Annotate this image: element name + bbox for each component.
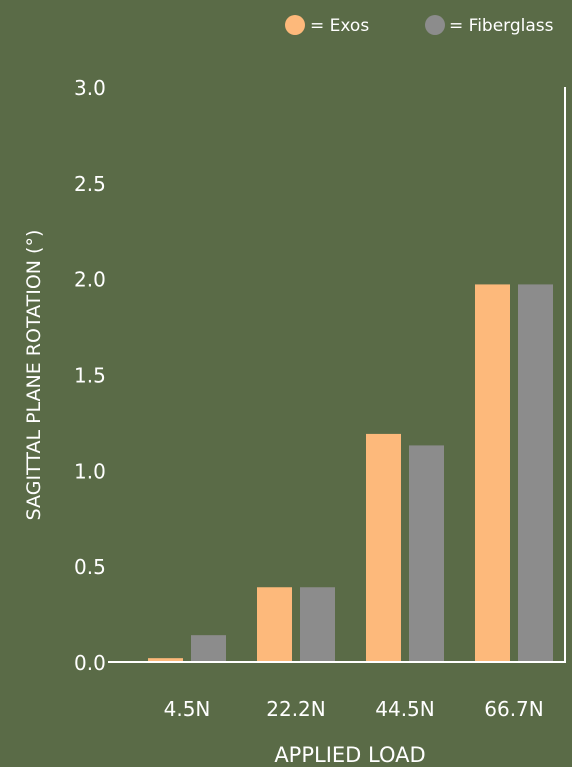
bar-fiberglass-2 — [409, 445, 444, 662]
x-tick-label: 66.7N — [484, 697, 544, 721]
y-axis-title: SAGITTAL PLANE ROTATION (°) — [23, 230, 45, 521]
bar-exos-0 — [148, 658, 183, 662]
bar-fiberglass-0 — [191, 635, 226, 662]
y-tick-label: 2.0 — [74, 268, 106, 292]
bar-fiberglass-3 — [518, 284, 553, 662]
x-tick-label: 44.5N — [375, 697, 435, 721]
legend-label-fiberglass: = Fiberglass — [449, 16, 554, 36]
bar-fiberglass-1 — [300, 587, 335, 662]
legend: = Exos = Fiberglass — [285, 15, 554, 36]
y-tick-label: 1.5 — [74, 364, 106, 388]
y-axis: 0.0 0.5 1.0 1.5 2.0 2.5 3.0 — [74, 76, 106, 675]
y-tick-label: 0.5 — [74, 555, 106, 579]
x-axis: 4.5N 22.2N 44.5N 66.7N — [164, 697, 544, 721]
y-tick-label: 0.0 — [74, 651, 106, 675]
bar-exos-3 — [475, 284, 510, 662]
y-tick-label: 1.0 — [74, 459, 106, 483]
x-axis-title: APPLIED LOAD — [274, 743, 425, 767]
x-tick-label: 4.5N — [164, 697, 211, 721]
x-tick-label: 22.2N — [266, 697, 326, 721]
legend-label-exos: = Exos — [310, 16, 369, 36]
y-tick-label: 3.0 — [74, 76, 106, 100]
legend-swatch-fiberglass — [425, 15, 445, 35]
legend-swatch-exos — [285, 15, 305, 35]
y-tick-label: 2.5 — [74, 172, 106, 196]
bar-exos-1 — [257, 587, 292, 662]
bars — [148, 284, 553, 662]
bar-exos-2 — [366, 433, 401, 662]
